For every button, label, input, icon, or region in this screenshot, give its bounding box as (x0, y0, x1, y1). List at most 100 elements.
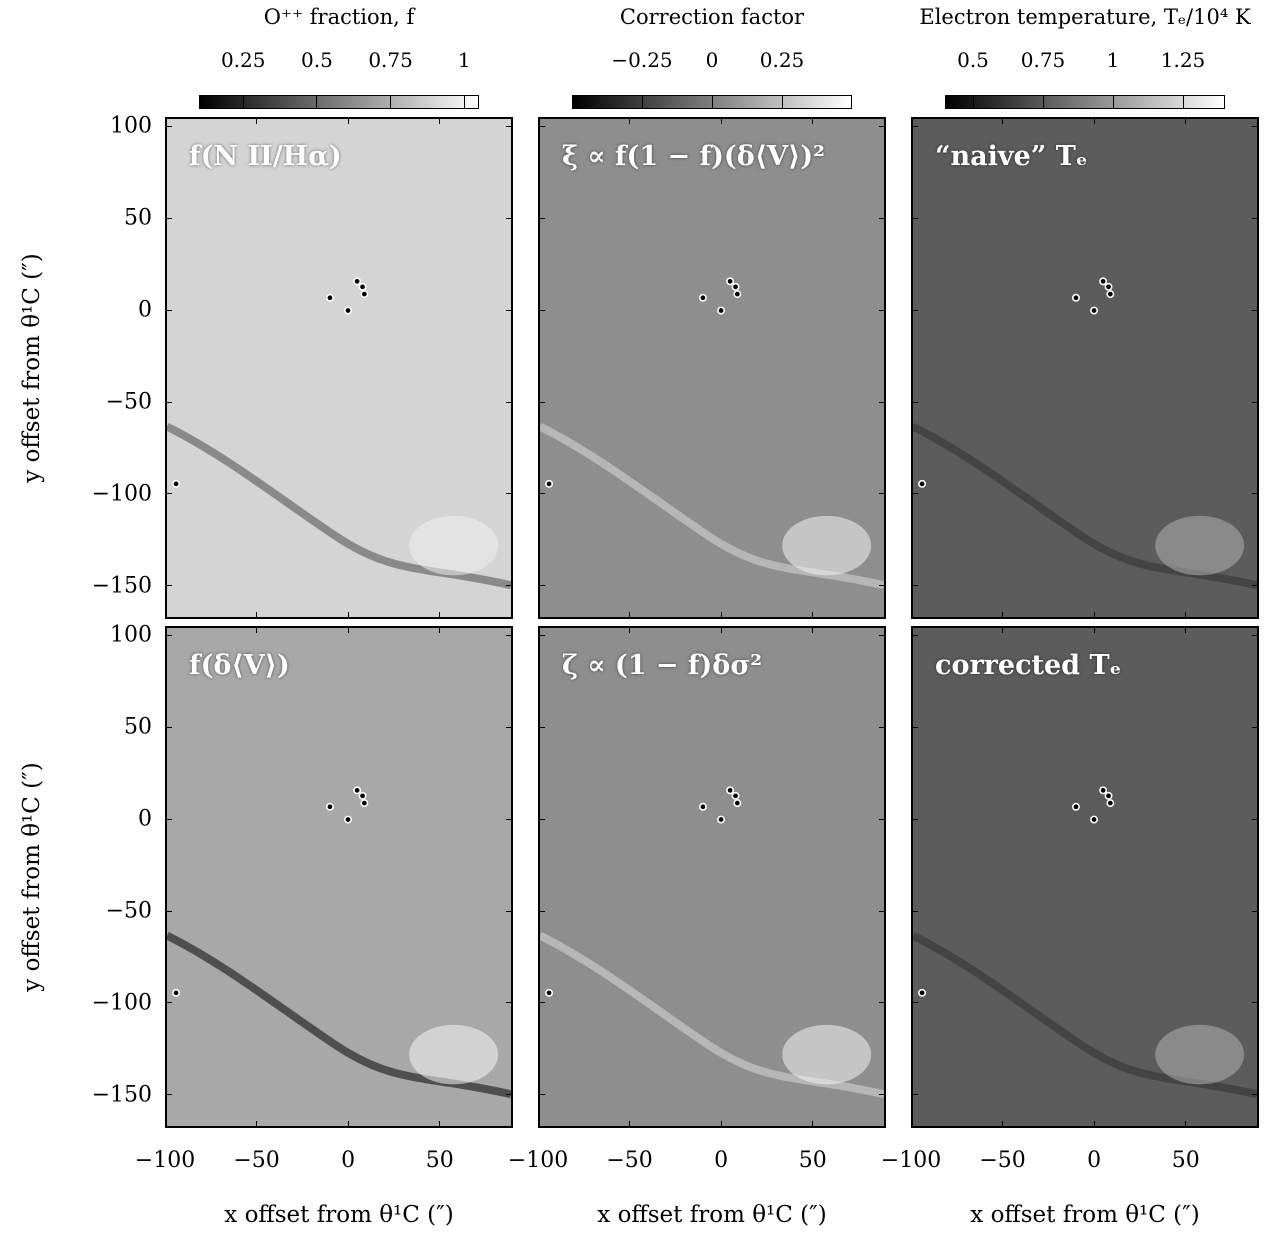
x-tick (910, 626, 912, 633)
y-tick (879, 818, 886, 820)
x-tick (164, 117, 166, 124)
x-axis-label-middle: x offset from θ¹C (″) (597, 1202, 827, 1228)
y-tick-label: −100 (91, 990, 152, 1016)
x-tick (1093, 117, 1095, 124)
panel-image (913, 628, 1257, 1126)
star-marker (1090, 306, 1099, 315)
x-tick (1002, 117, 1004, 124)
y-tick (506, 401, 513, 403)
star-marker (360, 799, 369, 808)
y-tick (538, 910, 545, 912)
y-tick (911, 493, 918, 495)
x-tick (720, 1121, 722, 1128)
x-tick (1002, 612, 1004, 619)
x-tick (439, 1121, 441, 1128)
bright-patch (782, 515, 872, 576)
y-tick-label: −100 (91, 481, 152, 507)
star-marker (358, 282, 367, 291)
y-tick (506, 910, 513, 912)
colorbar-temperature (945, 95, 1225, 109)
x-tick (720, 117, 722, 124)
y-tick (1252, 125, 1259, 127)
x-tick (439, 612, 441, 619)
x-tick-label: 0 (341, 1148, 356, 1173)
star-marker (1090, 815, 1099, 824)
star-marker (1106, 799, 1115, 808)
x-tick (347, 612, 349, 619)
y-tick (538, 818, 545, 820)
colorbar-tick (463, 95, 465, 109)
x-tick (629, 117, 631, 124)
y-tick (506, 125, 513, 127)
star-marker (172, 479, 181, 488)
y-tick (165, 818, 172, 820)
y-axis-label-top: y offset from θ¹C (″) (19, 253, 45, 483)
star-marker (1104, 791, 1113, 800)
x-tick (1093, 612, 1095, 619)
panel-zeta-correction: ζ ∝ (1 − f)δσ² (538, 626, 886, 1128)
colorbar-tick (316, 95, 318, 109)
x-tick (720, 626, 722, 633)
star-marker (717, 306, 726, 315)
x-tick (439, 626, 441, 633)
y-tick (165, 1094, 172, 1096)
colorbar-tick (972, 95, 974, 109)
x-tick (812, 1121, 814, 1128)
y-tick-label: 100 (110, 113, 152, 139)
colorbar-tick-label: 0.75 (368, 48, 413, 72)
x-tick (720, 612, 722, 619)
star-marker (918, 988, 927, 997)
y-tick (506, 585, 513, 587)
y-tick (165, 401, 172, 403)
colorbar-tick-label: 0.25 (220, 48, 266, 72)
bright-patch (409, 1024, 499, 1085)
colorbar-tick (242, 95, 244, 109)
y-tick (506, 217, 513, 219)
x-tick (347, 626, 349, 633)
x-tick-label: −50 (606, 1148, 653, 1173)
y-tick (165, 493, 172, 495)
colorbar-tick-label: 1 (457, 48, 471, 72)
star-marker (1104, 282, 1113, 291)
colorbar-tick (390, 95, 392, 109)
y-tick (506, 1002, 513, 1004)
x-tick (164, 612, 166, 619)
x-tick (537, 1121, 539, 1128)
x-tick (910, 1121, 912, 1128)
y-tick (165, 910, 172, 912)
bright-patch (782, 1024, 872, 1085)
y-tick (506, 726, 513, 728)
star-marker (733, 290, 742, 299)
x-tick (812, 612, 814, 619)
colorbar-tick-label: 1.25 (1160, 48, 1206, 72)
star-marker (918, 479, 927, 488)
x-tick-label: 50 (798, 1148, 827, 1173)
star-marker (358, 791, 367, 800)
y-tick (911, 1002, 918, 1004)
y-tick (538, 726, 545, 728)
star-marker (726, 277, 735, 286)
panel-title: f(δ⟨V⟩) (189, 650, 290, 681)
panel-xi-correction: ξ ∝ f(1 − f)(δ⟨V⟩)² (538, 117, 886, 619)
y-tick (538, 585, 545, 587)
panel-title: “naive” Tₑ (935, 141, 1088, 172)
y-tick (538, 217, 545, 219)
star-marker (731, 282, 740, 291)
x-tick-label: −50 (233, 1148, 280, 1173)
y-tick-label: −150 (91, 1082, 152, 1108)
star-marker (545, 988, 554, 997)
y-tick (911, 585, 918, 587)
star-marker (325, 802, 334, 811)
y-tick (879, 401, 886, 403)
star-marker (545, 479, 554, 488)
panel-title: ζ ∝ (1 − f)δσ² (562, 650, 763, 681)
x-tick (629, 612, 631, 619)
y-tick (1252, 818, 1259, 820)
y-tick (879, 309, 886, 311)
colorbar-tick-label: 1 (1106, 48, 1120, 72)
colorbar-title-temperature: Electron temperature, Tₑ/10⁴ K (919, 5, 1251, 29)
x-axis-label-left: x offset from θ¹C (″) (224, 1202, 454, 1228)
x-tick (1185, 626, 1187, 633)
star-marker (344, 306, 353, 315)
x-tick (1185, 117, 1187, 124)
